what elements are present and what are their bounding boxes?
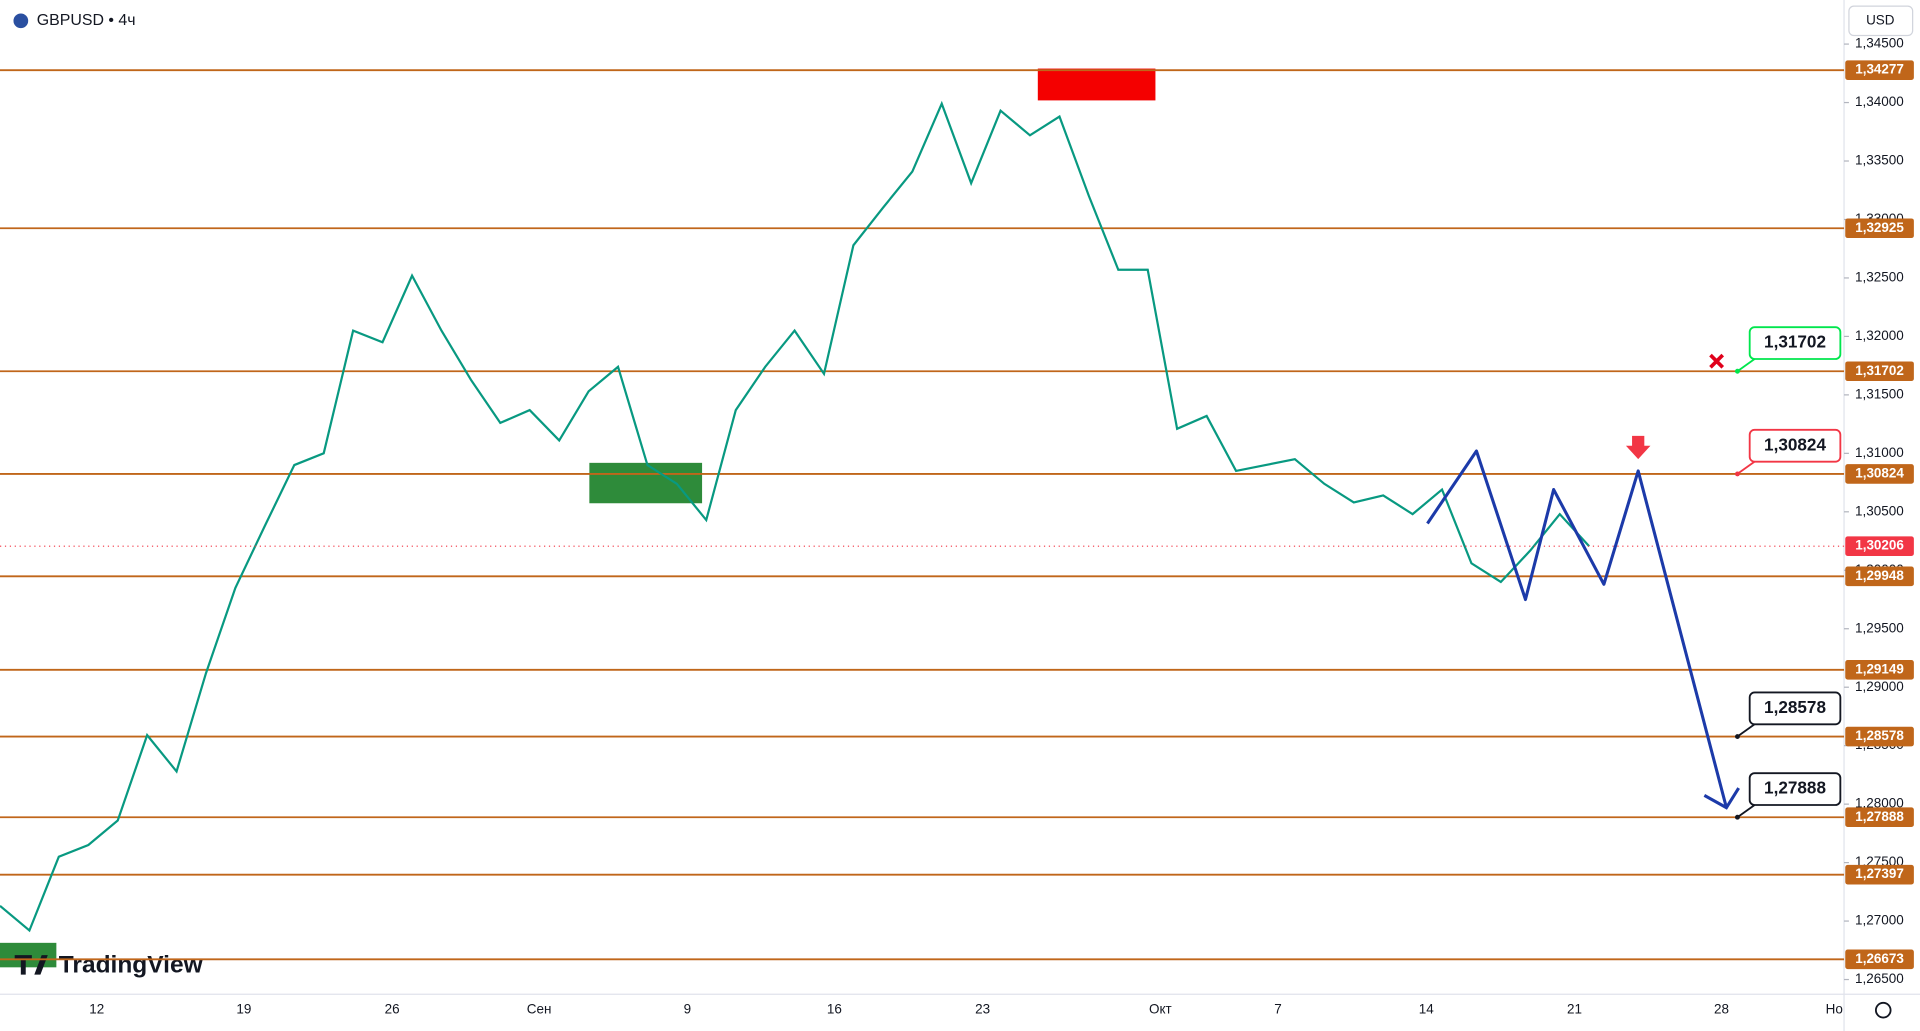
callout-box	[1748, 691, 1842, 726]
x-tick-label: Но	[1826, 1002, 1843, 1017]
projection-arrowhead	[1703, 787, 1740, 810]
level-label-bg	[1845, 566, 1914, 587]
level-label: 1,31702	[1855, 363, 1904, 378]
callout-label: 1,27888	[1764, 778, 1826, 798]
level-label-bg	[1845, 464, 1914, 484]
level-label: 1,28578	[1855, 728, 1904, 743]
y-tick-label: 1,26500	[1855, 971, 1904, 986]
header: GBPUSD • 4ч	[13, 12, 136, 29]
x-tick-label: 12	[89, 1002, 104, 1017]
x-tick-label: 21	[1567, 1002, 1582, 1017]
level-label-bg	[1845, 864, 1914, 885]
level-label: 1,27397	[1855, 866, 1904, 881]
callout-pointer	[1736, 460, 1756, 475]
level-label: 1,27888	[1855, 809, 1904, 824]
callout-pointer	[1736, 358, 1756, 373]
x-tick-label: 7	[1274, 1002, 1282, 1017]
callout-pointer	[1736, 804, 1756, 818]
level-label: 1,26673	[1855, 951, 1904, 966]
y-tick-label: 1,29000	[1855, 679, 1904, 694]
callout-label: 1,28578	[1764, 697, 1826, 717]
supply-zone	[1037, 68, 1156, 101]
level-label: 1,32925	[1855, 220, 1904, 235]
y-tick-label: 1,34000	[1855, 94, 1904, 109]
flag-icon	[13, 13, 29, 29]
y-tick-label: 1,34500	[1855, 36, 1904, 51]
level-label-bg	[1845, 60, 1914, 80]
x-tick-label: 23	[975, 1002, 990, 1017]
demand-zone	[589, 462, 703, 504]
watermark: TradingView	[59, 952, 204, 979]
level-label-bg	[1845, 807, 1914, 828]
x-tick-label: 14	[1419, 1002, 1434, 1017]
x-tick-label: 28	[1714, 1002, 1729, 1017]
level-label-bg	[1845, 361, 1914, 382]
symbol-title: GBPUSD • 4ч	[37, 12, 136, 29]
x-tick-label: Сен	[527, 1002, 552, 1017]
level-label-bg	[1845, 659, 1914, 680]
x-tick-label: 26	[385, 1002, 400, 1017]
y-tick-label: 1,30500	[1855, 503, 1904, 518]
callout-pointer	[1736, 723, 1756, 738]
current-price-label: 1,30206	[1855, 538, 1904, 553]
level-label-bg	[1845, 726, 1914, 747]
callout-label: 1,31702	[1764, 332, 1826, 352]
y-tick-label: 1,32000	[1855, 328, 1904, 343]
callout-box	[1748, 428, 1842, 463]
x-tick-label: Окт	[1149, 1002, 1172, 1017]
projection-line	[1426, 449, 1728, 809]
y-tick-label: 1,33500	[1855, 153, 1904, 168]
cancel-mark	[1709, 353, 1725, 369]
level-label-bg	[1845, 218, 1914, 239]
y-tick-label: 1,31500	[1855, 386, 1904, 401]
level-label: 1,34277	[1855, 62, 1904, 77]
logo: TradingView	[14, 952, 204, 979]
y-tick-label: 1,31000	[1855, 445, 1904, 460]
callout-box	[1748, 772, 1842, 806]
currency[interactable]: USD	[1866, 12, 1895, 27]
y-tick-label: 1,32500	[1855, 270, 1904, 285]
sell-arrow	[1625, 435, 1651, 460]
x-tick-label: 16	[827, 1002, 842, 1017]
price-line	[0, 100, 1590, 933]
x-tick-label: 9	[684, 1002, 692, 1017]
currency-button[interactable]	[1848, 5, 1914, 37]
settings-button[interactable]	[1874, 1001, 1892, 1019]
level-label-bg	[1845, 949, 1914, 970]
level-label: 1,30824	[1855, 465, 1904, 480]
y-tick-label: 1,28000	[1855, 796, 1904, 811]
x-tick-label: 19	[236, 1002, 251, 1017]
decor	[0, 68, 1725, 968]
callout-label: 1,30824	[1764, 434, 1826, 454]
level-label: 1,29149	[1855, 661, 1904, 676]
y-tick-label: 1,27000	[1855, 913, 1904, 928]
level-label: 1,29948	[1855, 568, 1904, 583]
y-tick-label: 1,29500	[1855, 620, 1904, 635]
current-price-label-bg	[1845, 536, 1914, 556]
callout-box	[1748, 326, 1842, 360]
